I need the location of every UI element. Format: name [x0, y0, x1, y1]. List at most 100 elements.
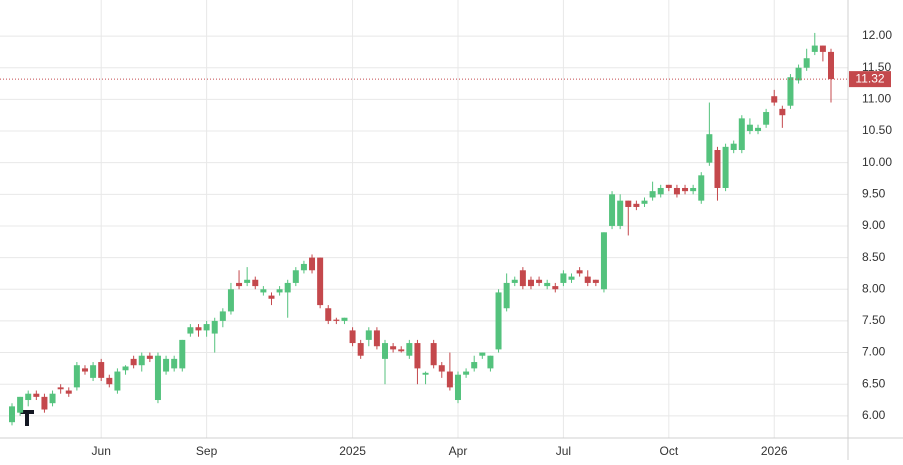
candle-body	[584, 276, 591, 283]
candle-body	[268, 295, 275, 299]
y-tick-label: 10.50	[862, 123, 892, 137]
candle-body	[171, 358, 178, 369]
y-tick-label: 6.00	[862, 408, 886, 422]
candle-body	[236, 282, 243, 287]
candle-body	[260, 289, 267, 293]
y-tick-label: 12.00	[862, 28, 892, 42]
candle-body	[373, 330, 380, 347]
price-label-bg	[849, 71, 891, 88]
x-tick-label: Apr	[449, 444, 468, 458]
candle-body	[276, 289, 283, 293]
candle-body	[755, 127, 762, 132]
candle-body	[122, 366, 129, 371]
y-tick-label: 11.50	[862, 60, 891, 74]
candle-body	[98, 362, 105, 378]
candle-body	[673, 187, 680, 195]
candle-body	[17, 396, 24, 413]
candle-body	[25, 393, 32, 401]
candle-body	[146, 355, 153, 359]
candle-body	[438, 365, 445, 372]
candle-body	[49, 393, 56, 404]
candle-body	[698, 175, 705, 201]
candle-body	[317, 257, 324, 306]
candle-body	[771, 96, 778, 103]
candle-body	[114, 371, 121, 391]
candle-body	[795, 67, 802, 81]
candle-body	[479, 352, 486, 356]
candle-body	[819, 45, 826, 52]
y-tick-label: 9.00	[862, 218, 886, 232]
y-tick-label: 7.50	[862, 313, 886, 327]
x-tick-label: Sep	[196, 444, 218, 458]
candle-body	[81, 368, 88, 372]
y-tick-label: 10.00	[862, 155, 892, 169]
candle-body	[690, 187, 697, 192]
candle-body	[657, 187, 664, 195]
y-tick-label: 6.50	[862, 376, 886, 390]
candle-body	[527, 279, 534, 287]
candle-body	[349, 330, 356, 344]
price-label: 11.32	[855, 71, 884, 85]
y-tick-label: 7.00	[862, 345, 886, 359]
candle-body	[106, 377, 113, 385]
x-tick-label: Oct	[659, 444, 678, 458]
candle-body	[763, 112, 770, 125]
candle-body	[544, 282, 551, 287]
candle-body	[138, 355, 145, 366]
candle-body	[203, 324, 210, 331]
candle-body	[430, 343, 437, 366]
y-tick-label: 9.50	[862, 186, 886, 200]
candle-body	[406, 343, 413, 356]
candle-body	[633, 203, 640, 207]
candle-body	[154, 355, 161, 401]
candle-body	[722, 146, 729, 188]
candle-body	[163, 358, 170, 372]
candle-body	[179, 339, 186, 369]
candle-body	[33, 393, 40, 397]
candle-body	[495, 292, 502, 350]
candle-body	[41, 396, 48, 410]
candle-body	[519, 270, 526, 287]
y-tick-label: 8.00	[862, 281, 886, 295]
candle-body	[787, 77, 794, 106]
candle-body	[284, 282, 291, 293]
candle-body	[706, 134, 713, 163]
candle-body	[803, 58, 810, 68]
logo	[20, 410, 34, 426]
candle-body	[682, 187, 689, 192]
candle-body	[9, 406, 15, 423]
candle-body	[487, 355, 494, 369]
candle-body	[292, 270, 299, 283]
candle-body	[609, 194, 616, 226]
candle-body	[560, 273, 567, 283]
candle-body	[219, 311, 226, 321]
candle-body	[454, 374, 461, 401]
candle-body	[779, 108, 786, 116]
candle-body	[227, 289, 234, 312]
candle-body	[382, 343, 389, 359]
candle-body	[398, 349, 405, 352]
candle-body	[244, 279, 251, 283]
candle-body	[300, 263, 307, 271]
candle-body	[471, 362, 478, 369]
candle-body	[592, 279, 599, 283]
x-tick-label: 2025	[339, 444, 366, 458]
x-tick-label: Jul	[556, 444, 571, 458]
candle-body	[65, 390, 72, 394]
candle-body	[390, 346, 397, 350]
candle-body	[738, 118, 745, 151]
candle-body	[211, 320, 218, 334]
candle-body	[617, 200, 624, 226]
candle-body	[463, 371, 470, 375]
candle-body	[828, 51, 834, 80]
candle-body	[511, 279, 518, 283]
candle-body	[552, 286, 559, 290]
candle-body	[536, 279, 543, 283]
logo-part	[25, 410, 29, 426]
candle-body	[625, 200, 632, 207]
candle-body	[503, 282, 510, 309]
candle-body	[325, 308, 332, 321]
candle-body	[746, 124, 753, 132]
candle-body	[600, 232, 607, 290]
